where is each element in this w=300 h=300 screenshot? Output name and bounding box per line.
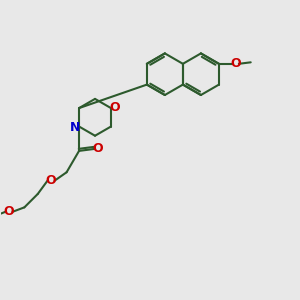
Text: O: O	[4, 205, 14, 218]
Text: O: O	[230, 57, 241, 70]
Text: O: O	[109, 101, 120, 114]
Text: O: O	[46, 174, 56, 187]
Text: O: O	[92, 142, 103, 155]
Text: N: N	[70, 121, 81, 134]
